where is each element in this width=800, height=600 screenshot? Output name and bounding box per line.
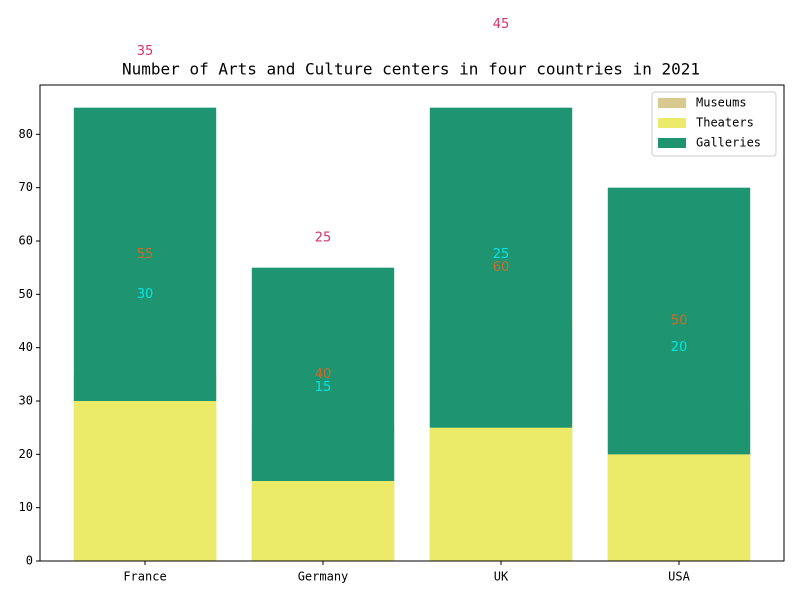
legend: Museums Theaters Galleries [651, 91, 777, 157]
legend-swatch [658, 138, 686, 148]
chart-title: Number of Arts and Culture centers in fo… [122, 60, 700, 79]
x-tick-label: UK [494, 570, 509, 584]
y-tick-label: 80 [19, 127, 33, 141]
value-label: 50 [671, 314, 688, 329]
bar [607, 187, 751, 455]
value-label: 45 [493, 17, 510, 32]
legend-label: Museums [696, 96, 747, 110]
value-label: 55 [137, 247, 154, 262]
value-label: 40 [315, 367, 332, 382]
value-label: 20 [671, 340, 688, 355]
value-label: 30 [137, 287, 154, 302]
y-tick-label: 30 [19, 394, 33, 408]
bar [251, 267, 395, 481]
y-tick-label: 20 [19, 447, 33, 461]
bar [251, 481, 395, 561]
bar [429, 107, 573, 428]
value-label: 35 [137, 44, 154, 59]
bar [607, 454, 751, 561]
value-label: 15 [315, 380, 332, 395]
value-label: 60 [493, 260, 510, 275]
bar [429, 427, 573, 561]
legend-label: Galleries [696, 136, 761, 150]
y-tick-label: 70 [19, 180, 33, 194]
bar [73, 107, 217, 402]
y-tick-label: 60 [19, 234, 33, 248]
y-tick-label: 10 [19, 500, 33, 514]
x-tick-label: USA [668, 570, 690, 584]
bar [73, 401, 217, 561]
legend-swatch [658, 118, 686, 128]
y-tick-label: 40 [19, 340, 33, 354]
y-tick-label: 50 [19, 287, 33, 301]
legend-swatch [658, 98, 686, 108]
value-label: 25 [493, 247, 510, 262]
x-tick-label: Germany [298, 570, 349, 584]
x-tick-label: France [123, 570, 166, 584]
plot-frame [39, 84, 785, 562]
legend-label: Theaters [696, 116, 754, 130]
value-label: 25 [315, 231, 332, 246]
y-tick-label: 0 [26, 554, 33, 568]
